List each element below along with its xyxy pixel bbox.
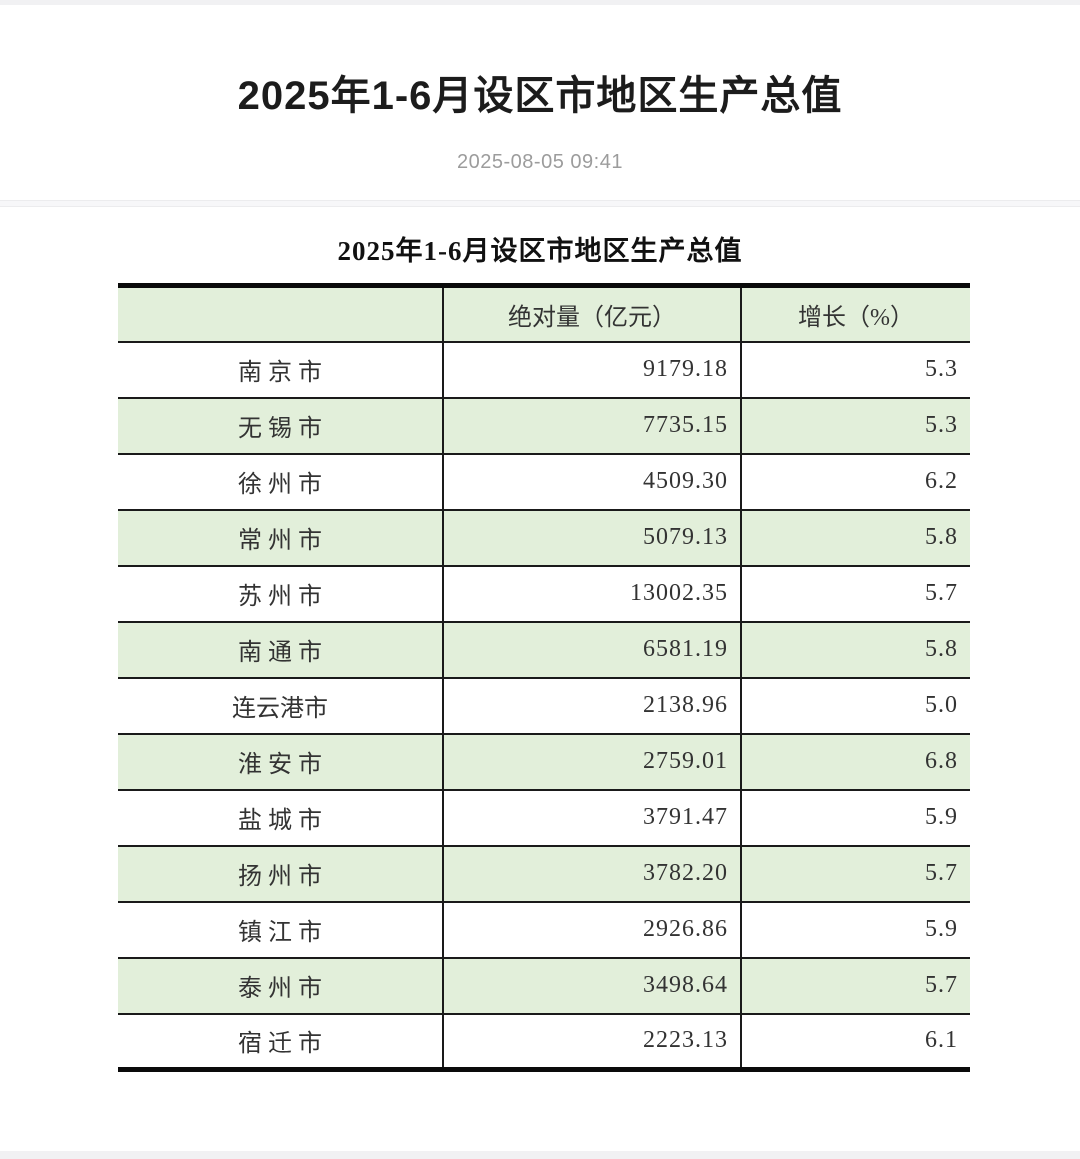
city-cell: 南 京 市 bbox=[118, 341, 444, 398]
city-cell: 南 通 市 bbox=[118, 621, 444, 678]
city-cell: 苏 州 市 bbox=[118, 565, 444, 622]
value-cell: 3782.20 bbox=[443, 845, 742, 902]
table-row: 淮 安 市 2759.01 6.8 bbox=[118, 733, 970, 790]
table-row: 镇 江 市 2926.86 5.9 bbox=[118, 901, 970, 958]
city-cell: 徐 州 市 bbox=[118, 453, 444, 510]
header-absolute-column: 绝对量（亿元） bbox=[443, 285, 742, 342]
growth-cell: 6.2 bbox=[925, 468, 958, 494]
header-city-column bbox=[118, 285, 444, 342]
city-cell: 淮 安 市 bbox=[118, 733, 444, 790]
table-row: 盐 城 市 3791.47 5.9 bbox=[118, 789, 970, 846]
table-row: 徐 州 市 4509.30 6.2 bbox=[118, 453, 970, 510]
value-cell: 9179.18 bbox=[443, 341, 742, 398]
publish-date: 2025-08-05 09:41 bbox=[457, 151, 623, 173]
growth-cell: 5.7 bbox=[925, 580, 958, 606]
city-cell: 镇 江 市 bbox=[118, 901, 444, 958]
growth-cell: 5.3 bbox=[925, 356, 958, 382]
growth-cell: 5.9 bbox=[925, 916, 958, 942]
table-row: 扬 州 市 3782.20 5.7 bbox=[118, 845, 970, 902]
value-cell: 7735.15 bbox=[443, 397, 742, 454]
table-body: 南 京 市 9179.18 5.3 无 锡 市 7735.15 5.3 徐 州 市 4509.… bbox=[118, 341, 970, 1070]
value-cell: 3498.64 bbox=[443, 957, 742, 1014]
value-cell: 13002.35 bbox=[443, 565, 742, 622]
city-cell: 盐 城 市 bbox=[118, 789, 444, 846]
city-cell: 无 锡 市 bbox=[118, 397, 444, 454]
article-header: 2025年1-6月设区市地区生产总值 2025-08-05 09:41 bbox=[0, 5, 1080, 174]
value-cell: 2138.96 bbox=[443, 677, 742, 734]
growth-cell: 5.7 bbox=[925, 860, 958, 886]
article-body: 2025年1-6月设区市地区生产总值 绝对量（亿元） 增长（%） 南 京 市 91… bbox=[0, 207, 1080, 1072]
growth-cell: 5.7 bbox=[925, 972, 958, 998]
value-cell: 6581.19 bbox=[443, 621, 742, 678]
value-cell: 2926.86 bbox=[443, 901, 742, 958]
table-row: 南 京 市 9179.18 5.3 bbox=[118, 341, 970, 398]
table-row: 连云港市 2138.96 5.0 bbox=[118, 677, 970, 734]
gdp-table: 绝对量（亿元） 增长（%） 南 京 市 9179.18 5.3 无 锡 市 7735.1… bbox=[118, 283, 970, 1072]
table-row: 常 州 市 5079.13 5.8 bbox=[118, 509, 970, 566]
table-header-row: 绝对量（亿元） 增长（%） bbox=[118, 285, 970, 342]
growth-cell: 5.0 bbox=[925, 692, 958, 718]
growth-cell: 5.3 bbox=[925, 412, 958, 438]
city-cell: 泰 州 市 bbox=[118, 957, 444, 1014]
table-title: 2025年1-6月设区市地区生产总值 bbox=[337, 236, 743, 266]
value-cell: 2759.01 bbox=[443, 733, 742, 790]
header-growth-column: 增长（%） bbox=[798, 304, 914, 331]
value-cell: 2223.13 bbox=[443, 1013, 742, 1070]
growth-cell: 5.8 bbox=[925, 636, 958, 662]
growth-cell: 6.1 bbox=[925, 1027, 958, 1054]
table-head: 绝对量（亿元） 增长（%） bbox=[118, 285, 970, 342]
city-cell: 连云港市 bbox=[118, 677, 444, 734]
value-cell: 4509.30 bbox=[443, 453, 742, 510]
city-cell: 常 州 市 bbox=[118, 509, 444, 566]
table-row: 苏 州 市 13002.35 5.7 bbox=[118, 565, 970, 622]
growth-cell: 6.8 bbox=[925, 748, 958, 774]
growth-cell: 5.8 bbox=[925, 524, 958, 550]
growth-cell: 5.9 bbox=[925, 804, 958, 830]
value-cell: 5079.13 bbox=[443, 509, 742, 566]
city-cell: 扬 州 市 bbox=[118, 845, 444, 902]
table-row: 泰 州 市 3498.64 5.7 bbox=[118, 957, 970, 1014]
city-cell: 宿 迁 市 bbox=[118, 1013, 444, 1070]
article-page: 2025年1-6月设区市地区生产总值 2025-08-05 09:41 2025… bbox=[0, 5, 1080, 1151]
table-row: 宿 迁 市 2223.13 6.1 bbox=[118, 1013, 970, 1070]
table-row: 南 通 市 6581.19 5.8 bbox=[118, 621, 970, 678]
page-title: 2025年1-6月设区市地区生产总值 bbox=[237, 74, 843, 118]
value-cell: 3791.47 bbox=[443, 789, 742, 846]
section-divider bbox=[0, 200, 1080, 207]
table-row: 无 锡 市 7735.15 5.3 bbox=[118, 397, 970, 454]
